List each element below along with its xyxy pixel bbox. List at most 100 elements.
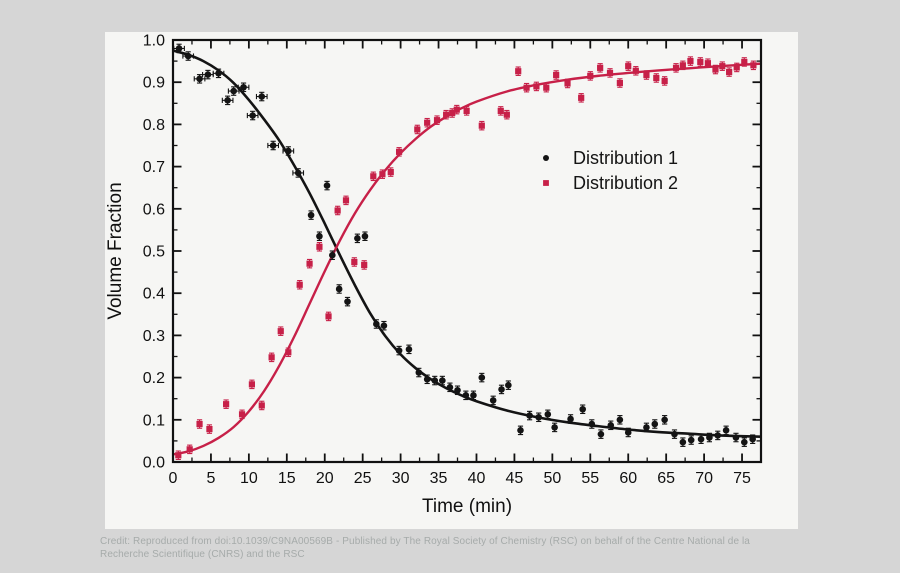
y-tick-label: 0.8 (143, 117, 165, 134)
data-point (597, 64, 604, 71)
data-point (184, 52, 192, 60)
data-point (661, 416, 668, 424)
data-point (526, 412, 533, 419)
data-point (567, 415, 574, 423)
data-point (704, 60, 711, 67)
x-tick-label: 5 (206, 470, 215, 487)
data-point (387, 168, 394, 176)
data-point (463, 107, 470, 114)
data-point (672, 64, 680, 71)
legend-label: Distribution 1 (573, 148, 678, 168)
data-point (712, 66, 719, 73)
data-point (679, 438, 687, 446)
data-point (697, 58, 704, 66)
x-tick-label: 0 (169, 470, 178, 487)
data-point (230, 87, 237, 95)
points-distribution-1 (173, 43, 756, 447)
legend: Distribution 1 Distribution 2 (543, 148, 678, 193)
data-point (285, 349, 292, 356)
data-point (597, 430, 605, 438)
data-point (543, 84, 550, 91)
x-axis-title: Time (min) (422, 496, 512, 517)
data-point (564, 80, 571, 87)
data-point (351, 258, 358, 266)
data-point (334, 207, 341, 214)
data-point (306, 260, 313, 267)
data-point (749, 435, 756, 443)
data-point (579, 405, 587, 413)
data-point (258, 93, 266, 100)
y-axis-title: Volume Fraction (105, 182, 126, 319)
data-point (206, 425, 213, 433)
data-point (714, 432, 722, 439)
data-point (523, 84, 530, 91)
data-point (296, 281, 303, 288)
data-point (741, 58, 748, 66)
data-point (498, 386, 505, 393)
data-point (533, 83, 540, 90)
y-tick-labels: 0.0 0.1 0.2 0.3 0.4 0.5 0.6 0.7 0.8 0.9 1.0 (143, 33, 165, 472)
data-point (446, 384, 454, 391)
data-point (329, 251, 336, 259)
data-point (551, 424, 558, 431)
data-point (249, 112, 256, 119)
data-point (587, 72, 594, 79)
data-point (439, 377, 446, 384)
data-point (544, 411, 552, 418)
data-point (431, 377, 439, 384)
x-tick-label: 45 (506, 470, 524, 487)
x-tick-label: 60 (619, 470, 637, 487)
x-tick-label: 75 (733, 470, 751, 487)
data-point (750, 62, 757, 69)
data-point (616, 416, 624, 424)
data-point (706, 434, 713, 441)
y-tick-label: 0.7 (143, 159, 165, 176)
data-point (535, 413, 542, 421)
data-point (616, 79, 623, 87)
y-tick-label: 0.1 (143, 412, 165, 429)
y-tick-label: 1.0 (143, 33, 165, 50)
data-point (478, 122, 485, 129)
data-point (323, 182, 331, 189)
data-point (625, 63, 632, 70)
data-point (186, 446, 193, 453)
data-point (424, 119, 431, 126)
data-point (223, 401, 230, 408)
legend-marker-circle (543, 155, 549, 161)
y-axis-ticks (173, 39, 761, 463)
data-point (285, 147, 292, 155)
data-point (653, 74, 660, 82)
data-point (433, 117, 441, 124)
data-point (719, 63, 726, 70)
data-point (632, 67, 639, 74)
data-point (733, 64, 740, 71)
data-point (449, 109, 456, 117)
data-point (361, 232, 369, 240)
x-tick-label: 55 (581, 470, 599, 487)
data-point (697, 435, 705, 443)
data-point (505, 381, 512, 389)
figure-card: 0 5 10 15 20 25 30 35 40 45 50 55 60 65 70 75 0.0 0.1 0.2 0… (105, 32, 798, 529)
x-tick-label: 50 (543, 470, 561, 487)
data-point (224, 97, 231, 104)
data-point (316, 232, 323, 240)
data-point (454, 386, 461, 394)
data-point (423, 375, 431, 383)
data-point (277, 328, 284, 335)
legend-marker-square (543, 180, 549, 186)
data-point (741, 438, 748, 446)
data-point (344, 298, 351, 305)
data-point (380, 322, 388, 329)
x-tick-label: 70 (695, 470, 713, 487)
credit-line-2: Recherche Scientifique (CNRS) and the RS… (100, 549, 305, 560)
data-point (354, 235, 361, 242)
data-point (373, 320, 380, 328)
data-point (370, 173, 377, 180)
legend-label: Distribution 2 (573, 173, 678, 193)
x-tick-label: 25 (354, 470, 372, 487)
data-point (607, 421, 615, 429)
data-point (325, 313, 332, 320)
y-tick-label: 0.4 (143, 286, 165, 303)
data-point (651, 420, 659, 428)
